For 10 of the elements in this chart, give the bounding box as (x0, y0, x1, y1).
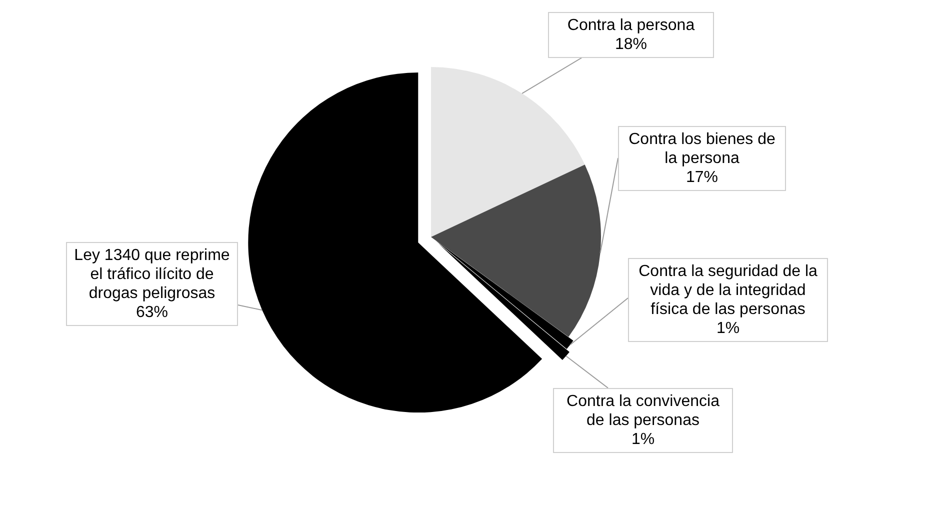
slice-label: Contra los bienes de la persona (628, 130, 776, 168)
slice-label: Contra la convivencia de las personas (566, 392, 720, 430)
data-label: 1% (630, 430, 656, 449)
data-label: 63% (134, 303, 170, 322)
slice-label: Contra la seguridad de la vida y de la integridad física de las personas (638, 262, 818, 319)
data-label: 1% (715, 319, 741, 338)
slice-label: Contra la persona (566, 16, 696, 35)
slice-label: Ley 1340 que reprime el tráfico ilícito de drogas peligrosas (73, 246, 231, 303)
data-label: 18% (614, 35, 648, 54)
data-label: 17% (684, 168, 720, 187)
